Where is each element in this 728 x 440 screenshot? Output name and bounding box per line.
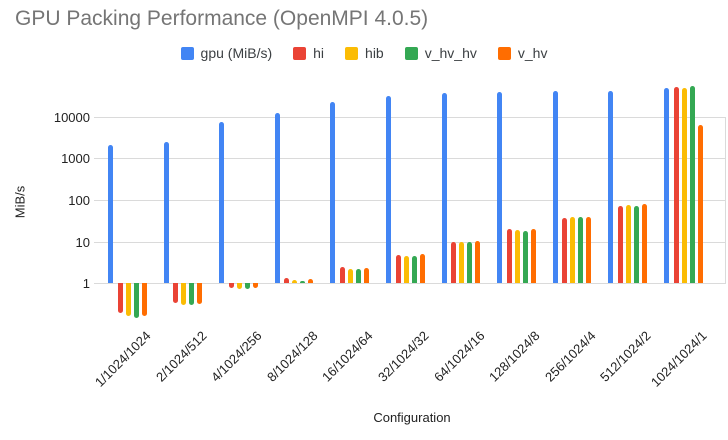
bar-v-hv-hv-1-1024-1024[interactable] <box>133 283 139 318</box>
bar-gpu-mib-s--2-1024-512[interactable] <box>163 141 169 284</box>
y-tick-label-10000: 10000 <box>53 109 90 125</box>
y-tick-label-1: 1 <box>82 276 90 292</box>
bar-v-hv-512-1024-2[interactable] <box>642 204 647 284</box>
bar-v-hv-32-1024-32[interactable] <box>419 253 425 284</box>
bar-gpu-mib-s--1-1024-1024[interactable] <box>108 144 113 284</box>
plot-right-border <box>725 116 726 284</box>
bar-v-hv-hv-16-1024-64[interactable] <box>356 269 361 284</box>
bar-hi-64-1024-16[interactable] <box>451 241 457 284</box>
bar-v-hv-16-1024-64[interactable] <box>364 268 369 284</box>
bar-hib-16-1024-64[interactable] <box>348 269 353 284</box>
bar-gpu-mib-s--256-1024-4[interactable] <box>552 90 558 284</box>
bar-v-hv-4-1024-256[interactable] <box>252 283 258 289</box>
bar-gpu-mib-s--64-1024-16[interactable] <box>441 93 447 284</box>
bar-hib-512-1024-2[interactable] <box>626 205 631 284</box>
legend-swatch <box>293 46 307 60</box>
chart-title: GPU Packing Performance (OpenMPI 4.0.5) <box>15 7 429 30</box>
bar-hib-128-1024-8[interactable] <box>514 229 520 284</box>
legend-item-hib: hib <box>345 45 384 61</box>
bar-hi-1-1024-1024[interactable] <box>117 283 123 314</box>
bar-v-hv-2-1024-512[interactable] <box>197 283 203 304</box>
legend-label: hi <box>313 45 325 61</box>
gridline-100 <box>94 199 726 201</box>
bar-v-hv-hv-2-1024-512[interactable] <box>189 283 195 306</box>
bar-v-hv-256-1024-4[interactable] <box>586 217 592 284</box>
bar-gpu-mib-s--16-1024-64[interactable] <box>330 102 336 284</box>
bar-hi-8-1024-128[interactable] <box>284 277 290 284</box>
legend-swatch <box>180 46 194 60</box>
bar-hib-2-1024-512[interactable] <box>181 283 187 306</box>
bar-hi-2-1024-512[interactable] <box>173 283 179 303</box>
legend-swatch <box>345 46 359 60</box>
legend-swatch <box>497 46 511 60</box>
gridline-10 <box>94 241 726 243</box>
legend-label: v_hv_hv <box>424 45 477 61</box>
bar-v-hv-hv-256-1024-4[interactable] <box>578 216 584 284</box>
bar-gpu-mib-s--8-1024-128[interactable] <box>274 113 280 284</box>
bar-v-hv-hv-32-1024-32[interactable] <box>411 255 417 284</box>
bar-gpu-mib-s--128-1024-8[interactable] <box>497 91 503 284</box>
bar-gpu-mib-s--1024-1024-1[interactable] <box>664 88 669 284</box>
y-tick-label-100: 100 <box>68 192 90 208</box>
legend-item-v-hv: v_hv <box>497 45 548 61</box>
bar-v-hv-64-1024-16[interactable] <box>475 241 481 284</box>
legend-swatch <box>404 46 418 60</box>
bar-v-hv-hv-4-1024-256[interactable] <box>244 283 250 289</box>
x-axis-title: Configuration <box>373 410 451 425</box>
gridline-1 <box>94 283 726 285</box>
legend-label: gpu (MiB/s) <box>200 45 273 61</box>
bar-v-hv-hv-8-1024-128[interactable] <box>300 280 306 284</box>
bar-v-hv-8-1024-128[interactable] <box>308 279 314 284</box>
bar-hib-256-1024-4[interactable] <box>570 217 576 284</box>
bar-v-hv-1024-1024-1[interactable] <box>697 125 703 284</box>
legend-item-v-hv-hv: v_hv_hv <box>404 45 477 61</box>
gridline-1000 <box>94 158 726 160</box>
gridline-10000 <box>94 116 726 118</box>
bar-v-hv-hv-64-1024-16[interactable] <box>467 241 473 284</box>
bar-v-hv-hv-128-1024-8[interactable] <box>522 230 528 284</box>
bar-hib-32-1024-32[interactable] <box>403 256 409 284</box>
bar-hi-16-1024-64[interactable] <box>340 267 345 284</box>
bar-hi-512-1024-2[interactable] <box>618 205 623 284</box>
bar-v-hv-128-1024-8[interactable] <box>530 228 536 284</box>
plot-area: 1 10 100 1000 10000 <box>0 85 728 320</box>
bar-hi-32-1024-32[interactable] <box>395 254 401 284</box>
bar-gpu-mib-s--32-1024-32[interactable] <box>386 96 391 284</box>
bar-v-hv-hv-512-1024-2[interactable] <box>634 205 639 284</box>
bar-hi-256-1024-4[interactable] <box>562 218 568 284</box>
legend-label: v_hv <box>517 45 548 61</box>
legend-label: hib <box>365 45 384 61</box>
legend-item-gpu-mib-s-: gpu (MiB/s) <box>180 45 273 61</box>
bar-gpu-mib-s--4-1024-256[interactable] <box>219 121 225 284</box>
y-tick-label-1000: 1000 <box>61 151 90 167</box>
y-tick-label-10: 10 <box>75 234 90 250</box>
legend: gpu (MiB/s) hi hib v_hv_hv v_hv <box>0 45 728 61</box>
bar-hib-8-1024-128[interactable] <box>292 279 298 284</box>
bar-hi-4-1024-256[interactable] <box>228 283 234 289</box>
bar-hib-64-1024-16[interactable] <box>459 242 465 284</box>
bar-v-hv-1-1024-1024[interactable] <box>141 283 147 317</box>
bar-v-hv-hv-1024-1024-1[interactable] <box>689 86 695 284</box>
bar-hi-1024-1024-1[interactable] <box>673 86 679 284</box>
bar-hi-128-1024-8[interactable] <box>506 228 512 284</box>
bar-hib-1-1024-1024[interactable] <box>125 283 131 317</box>
bar-gpu-mib-s--512-1024-2[interactable] <box>608 91 614 284</box>
bar-hib-4-1024-256[interactable] <box>236 283 242 290</box>
bar-hib-1024-1024-1[interactable] <box>681 88 687 284</box>
y-axis-title: MiB/s <box>12 185 28 219</box>
legend-item-hi: hi <box>293 45 324 61</box>
